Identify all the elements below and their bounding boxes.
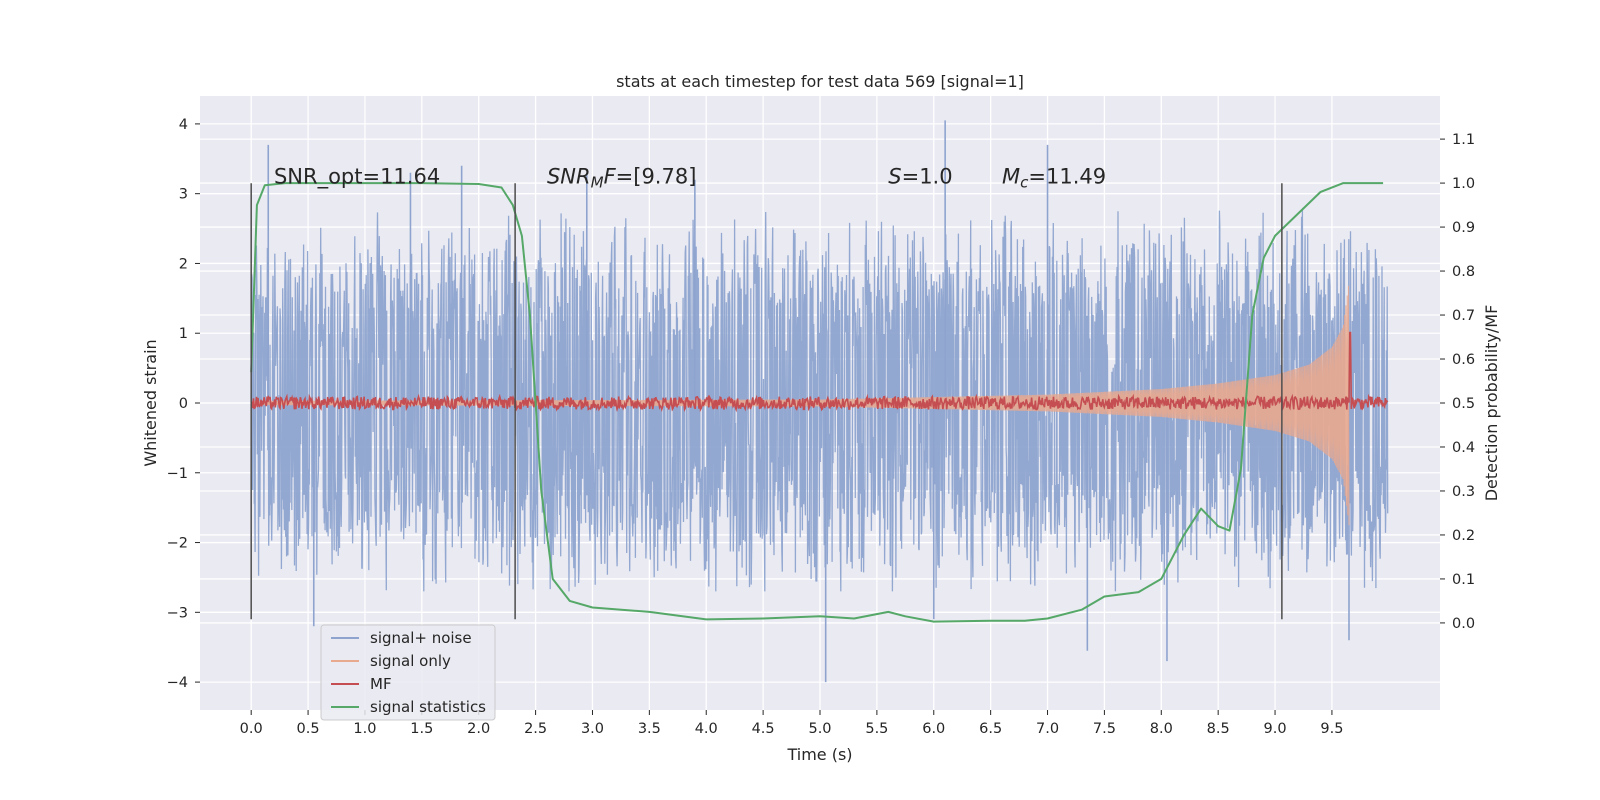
y-right-tick-label: 0.8 bbox=[1452, 264, 1475, 280]
chart-title: stats at each timestep for test data 569… bbox=[616, 72, 1024, 91]
y-right-tick-label: 1.0 bbox=[1452, 176, 1475, 192]
y-right-tick-label: 0.0 bbox=[1452, 616, 1475, 632]
y-right-tick-label: 0.2 bbox=[1452, 528, 1475, 544]
x-tick-label: 8.5 bbox=[1207, 721, 1230, 737]
y-right-tick-label: 1.1 bbox=[1452, 132, 1475, 148]
y-tick-label: 0 bbox=[179, 396, 188, 412]
x-tick-label: 4.0 bbox=[695, 721, 718, 737]
y-tick-label: −3 bbox=[167, 605, 188, 621]
legend-label-signal-noise: signal+ noise bbox=[370, 629, 472, 647]
series-signal-noise-line bbox=[250, 209, 1389, 592]
y-axis-label: Whitened strain bbox=[141, 339, 160, 466]
x-tick-label: 9.5 bbox=[1320, 721, 1343, 737]
x-axis-label: Time (s) bbox=[786, 745, 852, 764]
x-tick-label: 2.5 bbox=[524, 721, 547, 737]
y-tick-label: 3 bbox=[179, 187, 188, 203]
x-tick-label: 3.5 bbox=[638, 721, 661, 737]
annotation-text: SNRMF=[9.78] bbox=[547, 165, 696, 192]
x-tick-label: 1.0 bbox=[353, 721, 376, 737]
legend-label-signal-only: signal only bbox=[370, 652, 451, 670]
x-tick-label: 9.0 bbox=[1264, 721, 1287, 737]
y-right-tick-label: 0.9 bbox=[1452, 220, 1475, 236]
annotation-layer: SNR_opt=11.64 SNRMF=[9.78] S=1.0 Mc=11.49 bbox=[274, 165, 1106, 192]
y-right-tick-label: 0.1 bbox=[1452, 572, 1475, 588]
series-mf-line bbox=[250, 331, 1389, 413]
y-tick-label: −2 bbox=[167, 536, 188, 552]
annotation-text: Mc=11.49 bbox=[1002, 165, 1106, 192]
x-tick-label: 3.0 bbox=[581, 721, 604, 737]
x-tick-label: 1.5 bbox=[410, 721, 433, 737]
series-signal-statistics-line bbox=[250, 182, 1384, 623]
y-right-tick-label: 0.4 bbox=[1452, 440, 1475, 456]
data-layer bbox=[250, 120, 1389, 683]
tick-layer: 0.0 0.5 1.0 1.5 2.0 2.5 3.0 3.5 4.0 4.5 5.0 5.5 6.0 6… bbox=[167, 117, 1475, 737]
x-tick-label: 5.5 bbox=[865, 721, 888, 737]
annotation-text: S=1.0 bbox=[888, 165, 952, 189]
y-tick-label: 2 bbox=[179, 256, 188, 272]
y-tick-label: −1 bbox=[167, 466, 188, 482]
x-tick-label: 2.0 bbox=[467, 721, 490, 737]
x-tick-label: 8.0 bbox=[1150, 721, 1173, 737]
x-tick-label: 6.5 bbox=[979, 721, 1002, 737]
legend-box bbox=[320, 624, 496, 721]
legend-label-signal-statistics: signal statistics bbox=[370, 698, 486, 716]
y-tick-label: 1 bbox=[179, 326, 188, 342]
legend-label-mf: MF bbox=[370, 675, 392, 693]
x-tick-label: 0.0 bbox=[240, 721, 263, 737]
x-tick-label: 7.5 bbox=[1093, 721, 1116, 737]
y-right-tick-label: 0.5 bbox=[1452, 396, 1475, 412]
legend: signal+ noise signal only MF signal stat… bbox=[320, 624, 496, 721]
y-right-tick-label: 0.3 bbox=[1452, 484, 1475, 500]
y-right-tick-label: 0.7 bbox=[1452, 308, 1475, 324]
y-tick-label: 4 bbox=[179, 117, 188, 133]
x-tick-label: 6.0 bbox=[922, 721, 945, 737]
x-tick-label: 5.0 bbox=[808, 721, 831, 737]
x-tick-label: 7.0 bbox=[1036, 721, 1059, 737]
x-tick-label: 4.5 bbox=[752, 721, 775, 737]
y-axis-label-right: Detection probability/MF bbox=[1482, 305, 1501, 502]
y-right-tick-label: 0.6 bbox=[1452, 352, 1475, 368]
x-tick-label: 0.5 bbox=[297, 721, 320, 737]
annotation-text: SNR_opt=11.64 bbox=[274, 165, 440, 190]
vline-layer bbox=[250, 183, 1283, 620]
y-tick-label: −4 bbox=[167, 675, 188, 691]
